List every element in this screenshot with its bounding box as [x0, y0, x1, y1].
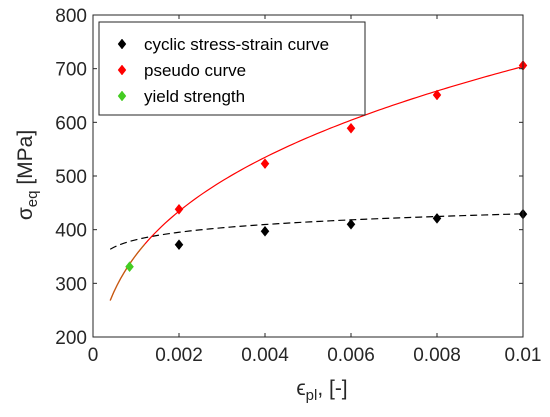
y-tick-label: 300	[55, 274, 87, 295]
y-tick-label: 500	[55, 167, 87, 188]
legend-label-1: cyclic stress-strain curve	[144, 35, 329, 54]
legend-label-3: yield strength	[144, 87, 245, 106]
y-axis-label-sub: eq	[24, 191, 41, 208]
y-tick-label: 200	[55, 328, 87, 349]
data-point-series-1	[260, 225, 270, 237]
y-tick-label: 800	[55, 6, 87, 27]
legend-label-2: pseudo curve	[144, 61, 246, 80]
x-tick-label: 0.004	[241, 345, 289, 366]
ticks: 0 0.002 0.004 0.006 0.008 0.01 200 300 400 500 600…	[55, 6, 541, 366]
data-point-series-1	[174, 239, 184, 251]
legend-box	[98, 21, 366, 116]
data-point-series-2	[260, 158, 270, 170]
x-tick-label: 0.006	[327, 345, 375, 366]
y-axis-label-symbol: σ	[14, 207, 37, 220]
x-axis-label-suffix: , [-]	[317, 377, 347, 400]
fit-curve-1	[109, 213, 524, 250]
fit-curve-2-low	[109, 243, 146, 301]
x-tick-label: 0.01	[505, 345, 542, 366]
y-axis-label-suffix: [MPa]	[14, 130, 37, 191]
legend-marker-2	[117, 64, 127, 76]
data-point-series-3	[125, 261, 134, 273]
data-point-series-2	[346, 122, 356, 134]
y-tick-label: 700	[55, 60, 87, 81]
data-point-series-1	[432, 212, 442, 224]
x-tick-label: 0.008	[413, 345, 461, 366]
data-point-series-2	[432, 89, 442, 101]
legend-marker-3	[117, 90, 127, 102]
data-point-series-2	[174, 203, 184, 215]
y-tick-label: 400	[55, 221, 87, 242]
y-tick-label: 600	[55, 113, 87, 134]
x-axis-label-symbol: ϵ	[296, 377, 305, 400]
x-axis-label-sub: pl	[306, 387, 318, 404]
y-axis-label: σeq [MPa]	[14, 130, 41, 220]
x-tick-label: 0	[88, 345, 99, 366]
legend: cyclic stress-strain curve pseudo curve yi…	[98, 21, 366, 116]
x-tick-label: 0.002	[155, 345, 203, 366]
legend-marker-1	[117, 38, 127, 50]
data-point-series-1	[346, 218, 356, 230]
x-axis-label: ϵpl, [-]	[296, 377, 347, 404]
